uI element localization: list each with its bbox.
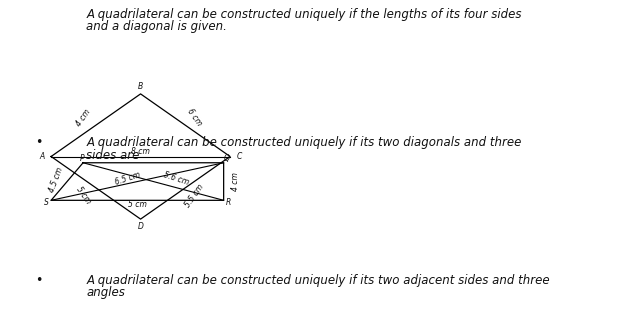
Text: 6.5 cm: 6.5 cm (114, 170, 142, 187)
Text: B: B (138, 82, 143, 90)
Text: 8 cm: 8 cm (131, 147, 150, 156)
Text: and a diagonal is given.: and a diagonal is given. (86, 20, 227, 33)
Text: 5.6 cm: 5.6 cm (162, 170, 190, 187)
Text: A: A (39, 152, 44, 161)
Text: S: S (43, 198, 49, 207)
Text: 5 cm: 5 cm (128, 200, 147, 208)
Text: 4 cm: 4 cm (231, 172, 240, 191)
Text: 5 cm: 5 cm (74, 185, 92, 206)
Text: A quadrilateral can be constructed uniquely if its two adjacent sides and three: A quadrilateral can be constructed uniqu… (86, 274, 550, 287)
Text: D: D (137, 223, 144, 231)
Text: 4.5 cm: 4.5 cm (47, 166, 65, 194)
Text: A quadrilateral can be constructed uniquely if its two diagonals and three: A quadrilateral can be constructed uniqu… (86, 136, 521, 149)
Text: sides are: sides are (86, 149, 140, 162)
Text: R: R (226, 198, 231, 207)
Text: •: • (35, 274, 43, 287)
Text: A quadrilateral can be constructed uniquely if the lengths of its four sides: A quadrilateral can be constructed uniqu… (86, 8, 522, 21)
Text: •: • (35, 136, 43, 149)
Text: P: P (79, 154, 84, 162)
Text: 4 cm: 4 cm (74, 107, 92, 128)
Text: 6 cm: 6 cm (186, 107, 204, 128)
Text: angles: angles (86, 286, 125, 300)
Text: 5.5 cm: 5.5 cm (184, 182, 206, 209)
Text: Q: Q (224, 154, 230, 162)
Text: C: C (237, 152, 242, 161)
